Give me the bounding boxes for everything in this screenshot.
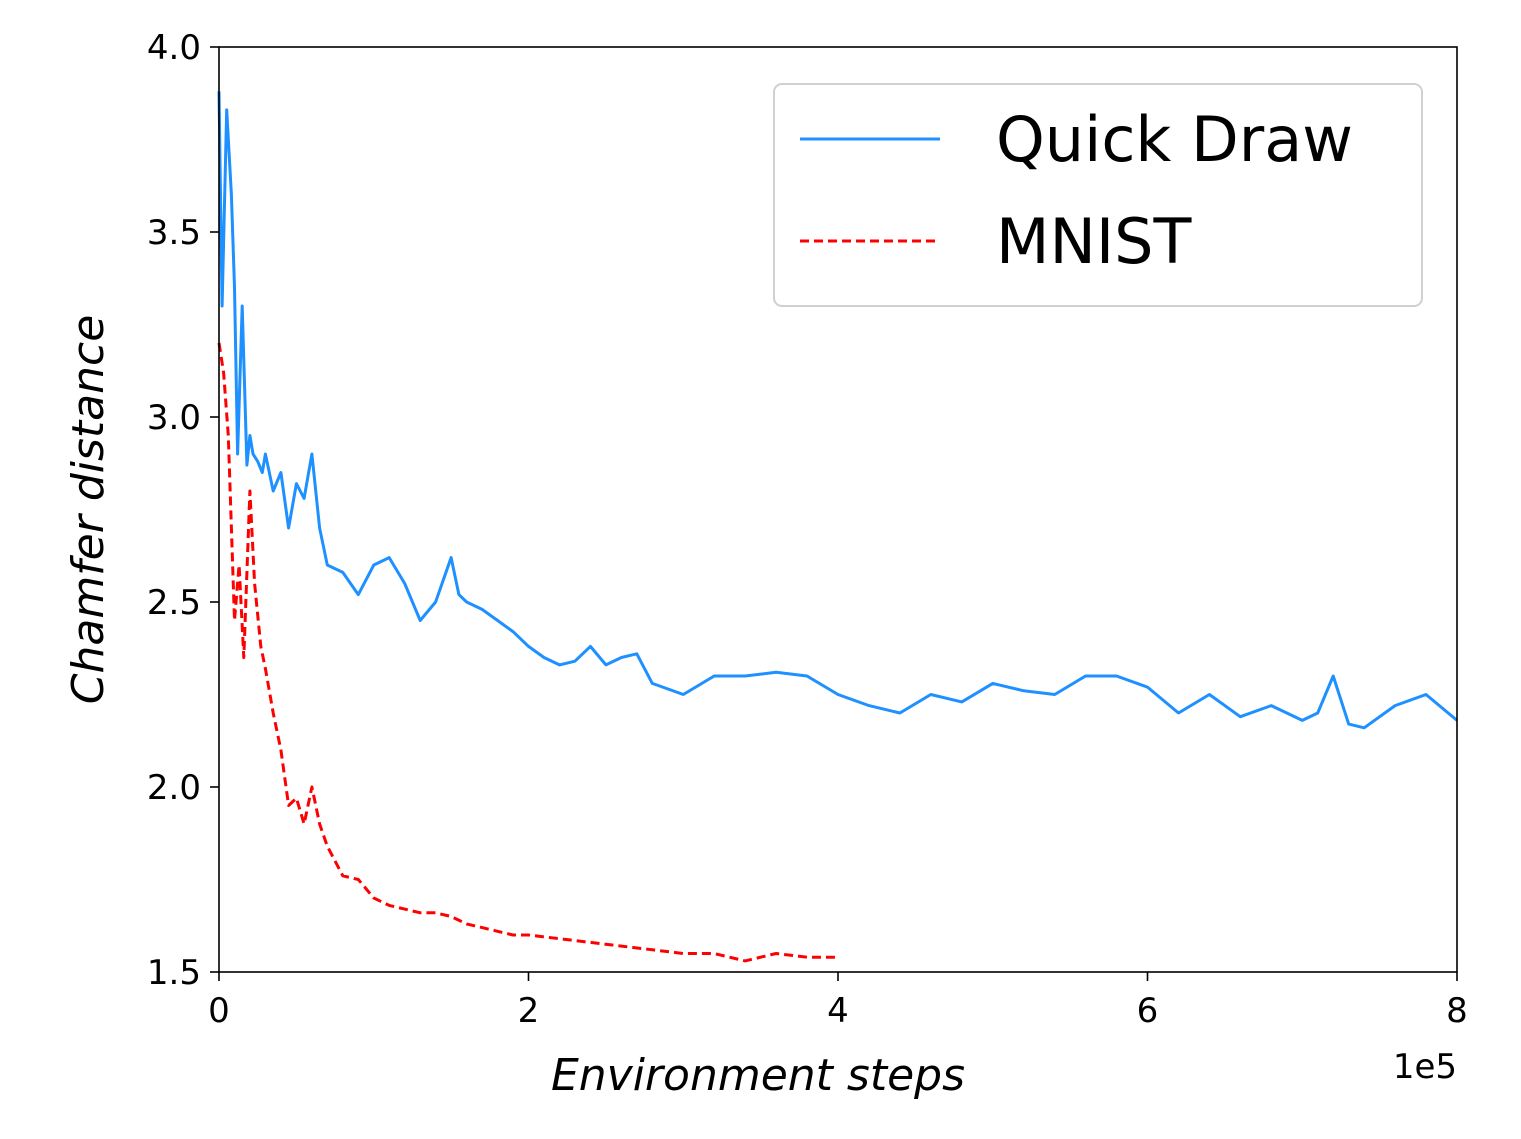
x-tick-label: 0 xyxy=(208,991,230,1031)
x-tick-label: 8 xyxy=(1446,991,1468,1031)
y-axis-label: Chamfer distance xyxy=(63,315,114,705)
y-tick-label: 3.5 xyxy=(147,213,201,253)
x-tick-label: 4 xyxy=(827,991,849,1031)
y-tick-label: 1.5 xyxy=(147,953,201,993)
series-line-mnist xyxy=(217,342,838,963)
y-tick-label: 2.5 xyxy=(147,583,201,623)
x-tick-label: 6 xyxy=(1137,991,1159,1031)
y-tick-label: 4.0 xyxy=(147,28,201,68)
y-axis: 1.5 2.0 2.5 3.0 3.5 4.0 xyxy=(147,28,219,993)
legend-label-quick-draw: Quick Draw xyxy=(996,103,1353,176)
legend-label-mnist: MNIST xyxy=(996,205,1193,278)
x-tick-label: 2 xyxy=(518,991,540,1031)
x-axis-label: Environment steps xyxy=(551,1050,965,1101)
series-line-quick-draw xyxy=(217,91,1458,730)
plot-lines xyxy=(217,91,1458,963)
y-tick-label: 3.0 xyxy=(147,398,201,438)
x-axis: 0 2 4 6 8 xyxy=(208,972,1468,1031)
legend: Quick Draw MNIST xyxy=(773,83,1423,307)
y-tick-label: 2.0 xyxy=(147,768,201,808)
x-axis-offset-label: 1e5 xyxy=(1393,1047,1457,1087)
